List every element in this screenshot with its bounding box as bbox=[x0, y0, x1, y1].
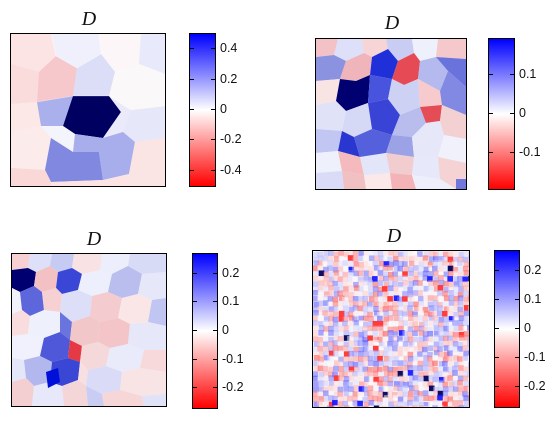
panel-4-colorbar-tick bbox=[515, 385, 519, 387]
panel-3-colorbar-tick-inner bbox=[193, 387, 197, 389]
panel-2-colorbar-tick-label: 0 bbox=[519, 105, 526, 120]
panel-3-colorbar-tick-inner bbox=[193, 330, 197, 331]
panel-4-colorbar-tick bbox=[515, 328, 519, 329]
panel-1-colorbar-tick-label: 0.4 bbox=[220, 40, 238, 55]
panel-4-colorbar-tick-label: -0.1 bbox=[524, 349, 546, 364]
panel-2-colorbar-tick-inner bbox=[489, 152, 493, 154]
panel-2-colorbar-tick-label: -0.1 bbox=[519, 145, 541, 160]
panel-4-colorbar-tick-inner bbox=[495, 270, 499, 272]
panel-3-voronoi-map bbox=[11, 253, 167, 407]
panel-4-colorbar-tick bbox=[515, 270, 519, 272]
panel-3-colorbar-tick-inner bbox=[193, 301, 197, 303]
panel-3-colorbar-tick bbox=[213, 358, 217, 360]
panel-1-colorbar-tick bbox=[211, 48, 215, 50]
panel-1-colorbar-tick-label: -0.2 bbox=[220, 132, 242, 147]
panel-4-colorbar-tick-label: -0.2 bbox=[524, 378, 546, 393]
panel-3-colorbar-tick bbox=[213, 301, 217, 303]
panel-1-voronoi-svg bbox=[11, 34, 165, 186]
panel-4-colorbar-tick-inner bbox=[495, 328, 499, 329]
panel-2-colorbar-tick bbox=[510, 73, 514, 75]
panel-1-colorbar bbox=[189, 33, 216, 187]
panel-4-colorbar-tick-inner bbox=[495, 299, 499, 301]
panel-4-voronoi-svg bbox=[313, 251, 469, 407]
panel-4-colorbar bbox=[494, 250, 520, 408]
panel-1-colorbar-tick bbox=[211, 169, 215, 171]
panel-1-colorbar-tick-inner bbox=[190, 78, 194, 80]
panel-1-title: D bbox=[81, 8, 97, 30]
panel-2-colorbar-tick bbox=[510, 152, 514, 154]
panel-2-colorbar-tick bbox=[510, 113, 514, 114]
panel-3-colorbar-tick-label: -0.2 bbox=[222, 379, 244, 394]
panel-3-colorbar-tick-label: 0.2 bbox=[222, 265, 240, 280]
panel-3-colorbar-tick-label: -0.1 bbox=[222, 351, 244, 366]
panel-1-colorbar-tick-inner bbox=[190, 169, 194, 171]
panel-3-voronoi-svg bbox=[12, 254, 166, 406]
panel-3-colorbar-tick bbox=[213, 330, 217, 331]
panel-3-colorbar bbox=[192, 253, 218, 409]
panel-3-title: D bbox=[86, 228, 102, 250]
panel-2-title: D bbox=[384, 12, 400, 34]
panel-2-voronoi-svg bbox=[316, 39, 466, 189]
panel-2-voronoi-map bbox=[315, 38, 467, 190]
panel-4-colorbar-tick-label: 0.1 bbox=[524, 291, 542, 306]
panel-1-colorbar-tick-inner bbox=[190, 109, 194, 110]
panel-3-colorbar-tick bbox=[213, 272, 217, 274]
panel-4-colorbar-tick bbox=[515, 299, 519, 301]
panel-3-colorbar-tick-label: 0 bbox=[222, 322, 229, 337]
panel-1-colorbar-tick bbox=[211, 109, 215, 110]
panel-1-colorbar-tick-label: 0.2 bbox=[220, 71, 238, 86]
panel-4-colorbar-tick-label: 0.2 bbox=[524, 262, 542, 277]
panel-4-voronoi-map bbox=[312, 250, 470, 408]
panel-2-colorbar-tick-label: 0.1 bbox=[519, 66, 537, 81]
panel-2-colorbar bbox=[488, 38, 515, 190]
panel-1-voronoi-map bbox=[10, 33, 166, 187]
panel-4-colorbar-tick bbox=[515, 356, 519, 358]
panel-4-title: D bbox=[386, 225, 402, 247]
panel-1-colorbar-tick-inner bbox=[190, 48, 194, 50]
panel-3-colorbar-tick-inner bbox=[193, 358, 197, 360]
panel-3-colorbar-tick bbox=[213, 387, 217, 389]
panel-4-colorbar-tick-inner bbox=[495, 385, 499, 387]
panel-1-colorbar-tick-inner bbox=[190, 139, 194, 141]
panel-1-colorbar-tick-label: 0 bbox=[220, 101, 227, 116]
panel-2-colorbar-tick-inner bbox=[489, 113, 493, 114]
panel-1-colorbar-tick-label: -0.4 bbox=[220, 162, 242, 177]
panel-1-colorbar-tick bbox=[211, 78, 215, 80]
panel-2-colorbar-tick-inner bbox=[489, 73, 493, 75]
panel-1-colorbar-tick bbox=[211, 139, 215, 141]
panel-3-colorbar-tick-label: 0.1 bbox=[222, 294, 240, 309]
panel-4-colorbar-tick-inner bbox=[495, 356, 499, 358]
panel-4-colorbar-tick-label: 0 bbox=[524, 320, 531, 335]
panel-3-colorbar-tick-inner bbox=[193, 272, 197, 274]
